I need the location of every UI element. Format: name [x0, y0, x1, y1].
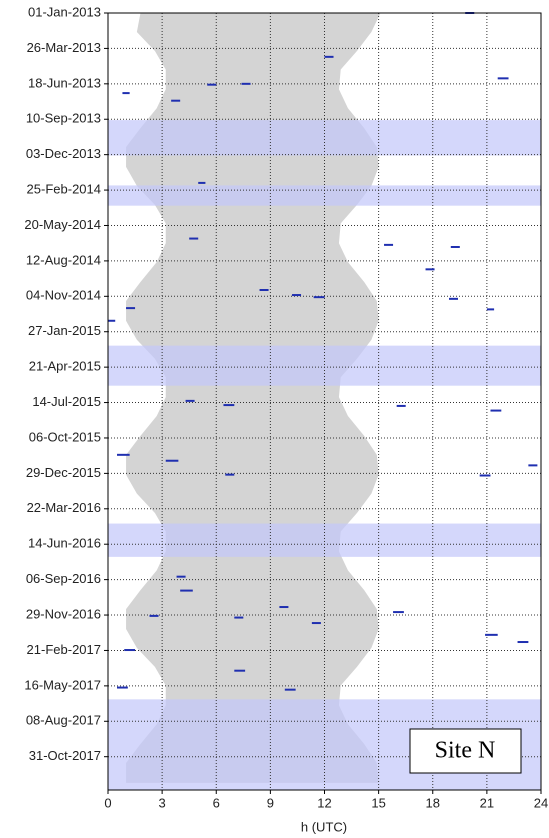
y-tick-label: 12-Aug-2014	[26, 252, 101, 267]
y-tick-label: 01-Jan-2013	[28, 4, 101, 19]
legend-label: Site N	[435, 738, 496, 764]
missing-period	[108, 120, 541, 156]
y-tick-label: 21-Feb-2017	[27, 642, 101, 657]
x-tick-label: 21	[480, 795, 494, 810]
y-tick-label: 18-Jun-2013	[28, 75, 101, 90]
legend-box	[409, 728, 522, 774]
y-tick-label: 03-Dec-2013	[26, 146, 101, 161]
y-tick-label: 06-Sep-2016	[26, 571, 101, 586]
plot-area	[107, 12, 542, 790]
y-tick-label: 06-Oct-2015	[29, 429, 101, 444]
y-tick-label: 27-Jan-2015	[28, 323, 101, 338]
y-tick-label: 08-Aug-2017	[26, 713, 101, 728]
x-tick-label: 15	[371, 795, 385, 810]
x-tick-label: 6	[213, 795, 220, 810]
plot-border	[107, 12, 542, 791]
y-tick-label: 04-Nov-2014	[26, 288, 101, 303]
y-tick-label: 22-Mar-2016	[27, 500, 101, 515]
x-axis-label: h (UTC)	[301, 819, 347, 834]
missing-period	[108, 523, 541, 557]
y-tick-label: 14-Jul-2015	[32, 394, 101, 409]
y-tick-label: 20-May-2014	[24, 217, 101, 232]
x-tick-label: 24	[534, 795, 548, 810]
y-tick-label: 25-Feb-2014	[27, 182, 101, 197]
x-tick-label: 12	[317, 795, 331, 810]
y-tick-label: 29-Nov-2016	[26, 606, 101, 621]
y-tick-label: 16-May-2017	[24, 677, 101, 692]
y-tick-label: 14-Jun-2016	[28, 536, 101, 551]
x-tick-label: 18	[426, 795, 440, 810]
x-tick-label: 0	[104, 795, 111, 810]
y-tick-label: 29-Dec-2015	[26, 465, 101, 480]
y-tick-label: 21-Apr-2015	[29, 359, 101, 374]
y-tick-label: 26-Mar-2013	[27, 40, 101, 55]
y-tick-label: 31-Oct-2017	[29, 748, 101, 763]
y-tick-label: 10-Sep-2013	[26, 111, 101, 126]
x-tick-label: 3	[159, 795, 166, 810]
x-tick-label: 9	[267, 795, 274, 810]
